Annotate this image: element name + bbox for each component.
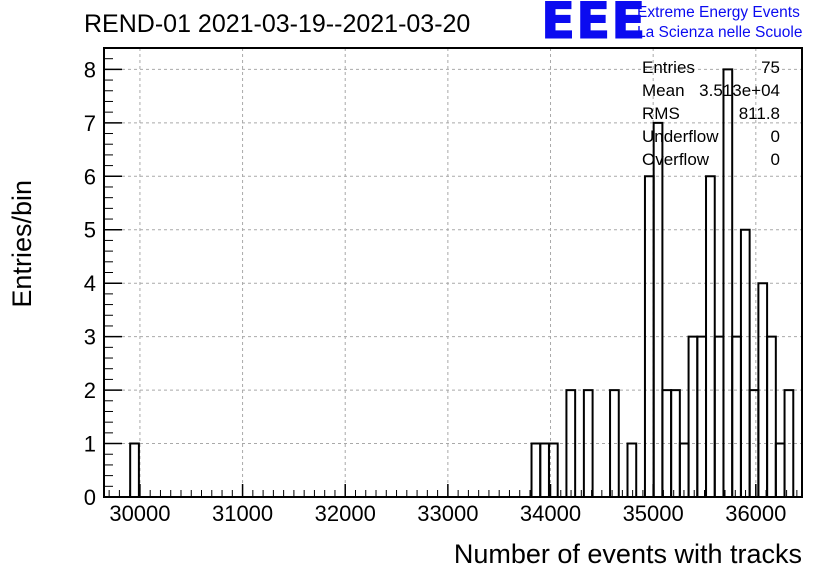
y-tick-label: 5: [84, 218, 96, 243]
histogram-bin: [565, 389, 577, 497]
histogram-bin: [539, 442, 550, 497]
histogram-bin: [766, 335, 777, 497]
stat-label: Underflow: [642, 127, 719, 146]
stat-row-entries: Entries 75: [642, 58, 780, 81]
y-tick-label: 3: [84, 325, 96, 350]
stat-value: 75: [761, 58, 780, 77]
x-tick-label: 36000: [725, 501, 786, 526]
histogram-bin: [129, 442, 140, 497]
y-axis-label: Entries/bin: [7, 180, 37, 308]
histogram-bin: [783, 389, 795, 497]
logo-line-1: Extreme Energy Events: [637, 4, 800, 21]
x-tick-label: 31000: [212, 501, 273, 526]
eee-logo: EEE Extreme Energy Events La Scienza nel…: [540, 0, 831, 50]
stat-value: 3.513e+04: [699, 81, 780, 100]
chart-title: REND-01 2021-03-19--2021-03-20: [84, 10, 471, 38]
stat-value: 0: [770, 127, 780, 146]
tick-labels: 30000 31000 32000 33000 34000 35000 36000 0 1 2 3 4…: [84, 57, 787, 526]
stat-value: 811.8: [738, 104, 780, 123]
stat-label: Mean: [642, 81, 685, 100]
x-axis-label: Number of events with tracks: [454, 539, 802, 569]
logo-line-2: La Scienza nelle Scuole: [637, 24, 803, 41]
y-tick-label: 1: [84, 432, 96, 457]
y-tick-label: 7: [84, 111, 96, 136]
histogram-bin: [530, 442, 542, 497]
stat-row-rms: RMS 811.8: [642, 104, 780, 127]
histogram-bin: [626, 442, 638, 497]
histogram-bin: [547, 442, 559, 497]
histogram-bin: [739, 228, 751, 497]
x-tick-label: 30000: [109, 501, 170, 526]
histogram-bin: [722, 68, 734, 497]
histogram-bin: [652, 121, 664, 497]
histogram-bin: [582, 389, 594, 497]
y-tick-label: 8: [84, 57, 96, 82]
stat-row-mean: Mean 3.513e+04: [642, 81, 780, 104]
stat-value: 0: [770, 150, 780, 169]
x-tick-label: 32000: [315, 501, 376, 526]
x-tick-label: 35000: [623, 501, 684, 526]
histogram-bin: [731, 335, 742, 497]
histogram-bin: [696, 335, 708, 497]
x-tick-label: 33000: [417, 501, 478, 526]
stat-label: Entries: [642, 58, 695, 77]
stat-label: Overflow: [642, 150, 710, 169]
stat-label: RMS: [642, 104, 680, 123]
y-tick-label: 6: [84, 164, 96, 189]
y-tick-label: 4: [84, 271, 96, 296]
histogram-bin: [687, 335, 699, 497]
axis-ticks: [104, 58, 798, 498]
y-tick-label: 0: [84, 485, 96, 510]
stat-row-overflow: Overflow 0: [642, 150, 780, 173]
eee-logo-mark: EEE: [540, 0, 647, 50]
x-tick-label: 34000: [520, 501, 581, 526]
histogram-bars: [129, 68, 795, 497]
y-tick-label: 2: [84, 378, 96, 403]
histogram-bin: [774, 442, 786, 497]
stats-box: Entries 75 Mean 3.513e+04 RMS 811.8 Unde…: [642, 58, 780, 173]
histogram-bin: [678, 442, 690, 497]
histogram-bin: [713, 335, 725, 497]
histogram-bin: [609, 389, 620, 497]
stat-row-underflow: Underflow 0: [642, 127, 780, 150]
